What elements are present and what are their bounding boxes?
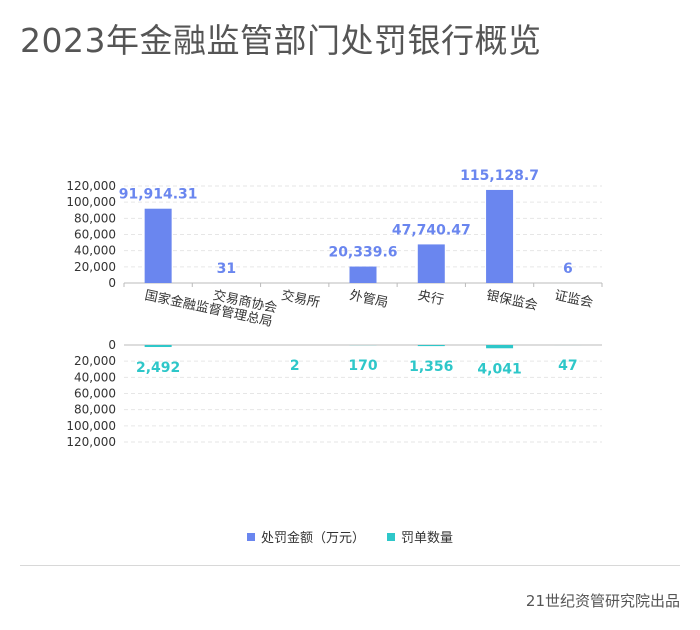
amount-bar — [349, 266, 377, 283]
category-label: 交易所 — [280, 287, 321, 311]
top-axis-tick-label: 0 — [108, 276, 116, 290]
legend-label-amount: 处罚金额（万元） — [260, 531, 365, 546]
amount-bar — [417, 244, 445, 283]
amount-bar — [144, 208, 172, 283]
category-label: 银保监会 — [485, 288, 539, 313]
bottom-axis-tick-label: 20,000 — [74, 354, 116, 368]
amount-data-label: 20,339.6 — [328, 245, 397, 261]
bottom-axis-tick-label: 0 — [108, 338, 116, 352]
legend-swatch-count — [387, 532, 395, 541]
legend-swatch-amount — [246, 532, 255, 541]
count-bar — [144, 345, 172, 348]
top-axis-tick-label: 80,000 — [74, 211, 116, 225]
top-axis-tick-label: 60,000 — [74, 228, 116, 242]
amount-bar — [486, 189, 514, 283]
amount-data-label: 31 — [217, 261, 236, 277]
amount-data-label: 6 — [563, 261, 573, 277]
bottom-axis-tick-label: 40,000 — [74, 370, 116, 384]
amount-data-label: 91,914.31 — [119, 187, 198, 203]
count-data-label: 2 — [290, 358, 300, 374]
count-data-label: 4,041 — [477, 361, 521, 377]
category-label: 外管局 — [348, 288, 389, 311]
chart-canvas: 120,000 100,000 80,000 60,000 40,000 20,000 0 0… — [66, 168, 603, 449]
count-bar — [486, 345, 514, 349]
legend: 处罚金额（万元） 罚单数量 — [0, 527, 700, 546]
top-axis-tick-label: 40,000 — [74, 244, 116, 258]
top-axis-tick-label: 20,000 — [74, 260, 116, 274]
count-data-label: 2,492 — [136, 360, 180, 376]
top-axis-tick-label: 120,000 — [66, 179, 116, 193]
amount-data-label: 115,128.7 — [460, 168, 539, 184]
count-bar — [417, 345, 445, 347]
legend-label-count: 罚单数量 — [401, 531, 454, 546]
footer-credit: 21世纪资管研究院出品 — [525, 592, 680, 610]
legend-item-count[interactable]: 罚单数量 — [387, 527, 453, 546]
count-data-label: 170 — [348, 358, 377, 374]
chart-title: 2023年金融监管部门处罚银行概览 — [20, 21, 542, 60]
top-axis-tick-label: 100,000 — [66, 195, 116, 209]
category-label: 证监会 — [553, 288, 594, 311]
count-data-label: 1,356 — [409, 359, 453, 375]
bottom-axis-tick-label: 60,000 — [74, 387, 116, 401]
bottom-axis-tick-label: 100,000 — [66, 419, 116, 433]
count-data-label: 47 — [558, 358, 577, 374]
category-label: 央行 — [416, 288, 445, 308]
amount-data-label: 47,740.47 — [392, 222, 471, 238]
legend-item-amount[interactable]: 处罚金额（万元） — [246, 527, 365, 546]
footer-divider — [20, 565, 680, 566]
bottom-axis-tick-label: 120,000 — [66, 435, 116, 449]
bottom-axis-tick-label: 80,000 — [74, 403, 116, 417]
